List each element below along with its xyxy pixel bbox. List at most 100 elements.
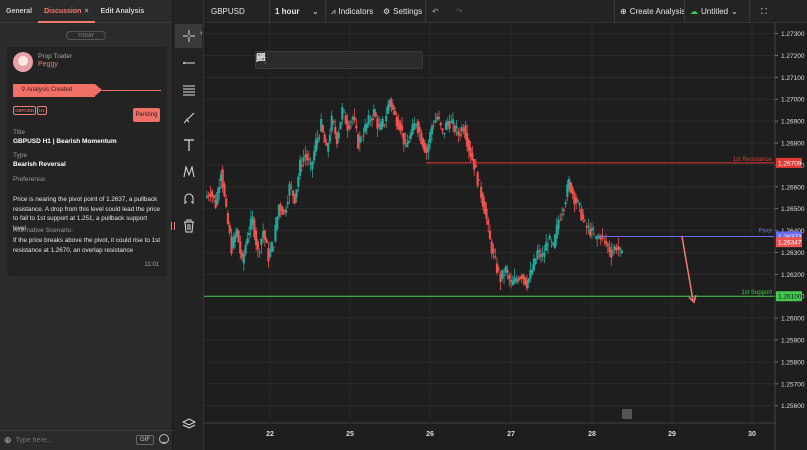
- expand-icon[interactable]: ›: [200, 30, 203, 37]
- candle-body: [290, 186, 293, 188]
- candle-body: [304, 154, 307, 158]
- banner-line: [102, 90, 161, 91]
- message-input[interactable]: [15, 437, 126, 444]
- emoji-icon[interactable]: [159, 434, 169, 444]
- rectangle-icon[interactable]: [257, 51, 403, 69]
- candle-body: [509, 280, 513, 283]
- layout-name: Untitled: [701, 7, 729, 16]
- candle-body: [476, 172, 479, 186]
- trendline-icon[interactable]: [256, 51, 292, 69]
- close-icon[interactable]: ×: [84, 7, 89, 15]
- candle-body: [223, 183, 226, 197]
- candle-body: [211, 191, 214, 197]
- price-chart[interactable]: 1.27300 1.27200 1.27100 1.27000 1.26900 1.268…: [204, 23, 807, 450]
- tab-edit-analysis[interactable]: Edit Analysis: [100, 7, 145, 15]
- layout-selector[interactable]: ☁ Untitled ⌄: [690, 0, 738, 23]
- redo-icon[interactable]: ↷: [456, 7, 463, 16]
- candle-body: [448, 121, 451, 129]
- candle-body: [263, 230, 267, 240]
- candle-body: [232, 237, 235, 249]
- candle-body: [311, 161, 314, 170]
- candle-body: [497, 268, 500, 270]
- candle-body: [450, 121, 453, 123]
- interval-selector[interactable]: 1 hour: [275, 0, 325, 23]
- drag-handle-icon[interactable]: ⋮: [261, 55, 270, 65]
- add-icon[interactable]: ⊕: [4, 435, 12, 445]
- x-tick-label: 25: [346, 431, 354, 438]
- channel-icon[interactable]: [256, 51, 348, 69]
- candle-body: [242, 253, 245, 264]
- candle-body: [306, 153, 309, 161]
- support-price-tag-bg: [776, 291, 802, 302]
- candle-body: [548, 235, 551, 240]
- path-icon[interactable]: [256, 51, 385, 69]
- candle-body: [399, 122, 402, 131]
- candle-body: [209, 193, 212, 197]
- analysis-panel: General Discussion × Edit Analysis TODAY …: [0, 0, 173, 450]
- candle-body: [444, 122, 448, 130]
- candle-body: [279, 204, 282, 211]
- candle-body: [235, 228, 238, 237]
- text-tool[interactable]: [175, 133, 202, 157]
- tab-general[interactable]: General: [6, 7, 33, 15]
- candle-body: [246, 238, 249, 245]
- candle-body: [464, 125, 467, 139]
- candle-body: [432, 125, 435, 127]
- candle-body: [451, 119, 455, 125]
- fullscreen-icon[interactable]: ⛶: [761, 7, 767, 16]
- status-badge[interactable]: Pending: [133, 108, 160, 122]
- symbol-selector[interactable]: GBPUSD: [211, 7, 245, 16]
- pattern-tool[interactable]: [175, 160, 202, 184]
- crosshair-small-icon[interactable]: [257, 51, 422, 69]
- candle-body: [376, 118, 379, 129]
- magnet-tool[interactable]: [175, 187, 202, 211]
- preference-text: Price is nearing the pivot point of 1.26…: [13, 196, 161, 232]
- candle-body: [606, 243, 609, 246]
- layers-tool[interactable]: [175, 412, 202, 436]
- line-tool[interactable]: [175, 51, 202, 75]
- ray-icon[interactable]: [256, 51, 366, 69]
- candle-body: [393, 110, 397, 115]
- resize-handle[interactable]: [170, 222, 176, 230]
- candle-body: [378, 124, 381, 127]
- candle-body: [481, 194, 485, 207]
- candle-body: [436, 116, 439, 120]
- candle-body: [441, 128, 444, 131]
- candle-body: [400, 125, 404, 131]
- candle-body: [337, 132, 340, 139]
- candle-body: [381, 118, 384, 127]
- delete-tool[interactable]: [175, 214, 202, 238]
- indicators-button[interactable]: ⩘ Indicators: [331, 0, 373, 23]
- chevron-down-icon[interactable]: ⌄: [312, 7, 319, 16]
- candle-body: [386, 105, 390, 114]
- candle-body: [258, 251, 261, 253]
- gif-button[interactable]: GIF: [136, 435, 154, 445]
- type-value: Bearish Reversal: [13, 161, 66, 168]
- candle-body: [618, 247, 622, 250]
- chart-canvas[interactable]: 1.27300 1.27200 1.27100 1.27000 1.26900 1.268…: [204, 23, 807, 450]
- candle-body: [529, 269, 532, 279]
- fib-tool[interactable]: [175, 78, 202, 102]
- candle-body: [288, 183, 291, 196]
- candle-body: [276, 216, 279, 230]
- create-analysis-button[interactable]: ⊕ Create Analysis: [620, 0, 685, 23]
- crosshair-tool[interactable]: [175, 24, 202, 48]
- symbol-tag: GBPUSD: [13, 106, 37, 115]
- tab-discussion[interactable]: Discussion ×: [38, 0, 95, 23]
- fib-extension-icon[interactable]: [256, 51, 329, 69]
- text-icon: [183, 139, 194, 151]
- candle-body: [425, 147, 428, 153]
- magnet-icon: [184, 193, 193, 204]
- candle-body: [466, 132, 469, 147]
- brush-tool[interactable]: [175, 106, 202, 130]
- undo-icon[interactable]: ↶: [432, 7, 439, 16]
- fib-retracement-icon[interactable]: [257, 51, 311, 69]
- candle-body: [313, 151, 316, 161]
- settings-button[interactable]: ⚙ Settings: [383, 0, 422, 23]
- current-price-tag: 1.26347: [778, 240, 802, 247]
- message-time: 11:01: [144, 262, 159, 268]
- candle-body: [307, 159, 310, 161]
- candle-body: [515, 279, 518, 281]
- candle-body: [485, 208, 488, 219]
- type-label: Type: [13, 152, 28, 159]
